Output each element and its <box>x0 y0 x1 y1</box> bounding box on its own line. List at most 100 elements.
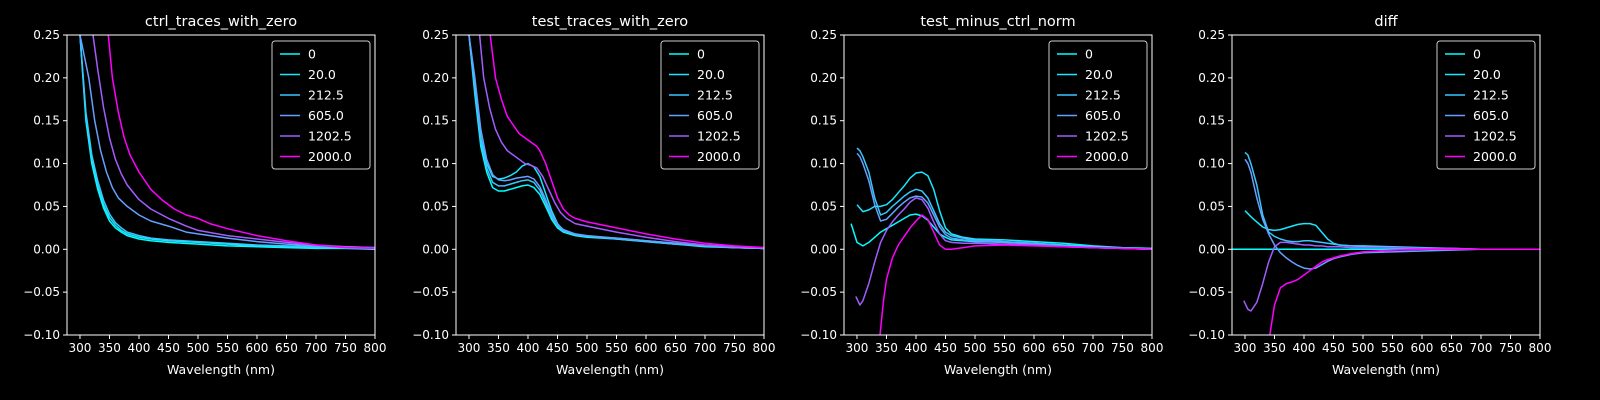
y-tick-label: 0.15 <box>1198 114 1225 128</box>
y-tick-label: 0.10 <box>1198 157 1225 171</box>
legend-box <box>660 40 760 170</box>
series-line-605-0 <box>79 35 375 249</box>
axes-frame <box>1231 34 1541 336</box>
x-axis-label: Wavelength (nm) <box>556 362 664 377</box>
x-tick-label: 600 <box>246 341 269 355</box>
x-tick-label: 400 <box>517 341 540 355</box>
legend-label: 212.5 <box>308 88 344 103</box>
series-line-1202-5 <box>855 197 1152 306</box>
x-tick-label: 700 <box>694 341 717 355</box>
y-tick-label: 0.00 <box>810 242 837 256</box>
legend: 0 20.0 212.5 605.0 1202.5 2000.0 <box>1048 40 1148 170</box>
y-tick-label: 0.20 <box>422 71 449 85</box>
y-tick-label: 0.20 <box>33 71 60 85</box>
x-tick-label: 800 <box>753 341 776 355</box>
legend: 0 20.0 212.5 605.0 1202.5 2000.0 <box>660 40 760 170</box>
axes-frame <box>66 34 376 336</box>
y-tick-label: 0.25 <box>810 28 837 42</box>
legend-label: 0 <box>308 47 316 62</box>
x-tick-label: 700 <box>1470 341 1493 355</box>
x-tick-label: 600 <box>1023 341 1046 355</box>
series-line-20-0 <box>79 35 375 250</box>
x-tick-label: 550 <box>605 341 628 355</box>
legend-label: 1202.5 <box>697 129 741 144</box>
x-tick-label: 650 <box>1052 341 1075 355</box>
y-tick-label: 0.00 <box>422 242 449 256</box>
x-tick-label: 650 <box>1440 341 1463 355</box>
legend-label: 0 <box>1473 47 1481 62</box>
series-line-1202-5 <box>478 35 764 249</box>
y-tick-label: 0.25 <box>1198 28 1225 42</box>
y-tick-label: −0.05 <box>412 285 449 299</box>
axes-frame <box>455 34 765 336</box>
y-tick-label: 0.15 <box>33 114 60 128</box>
x-tick-label: 300 <box>69 341 92 355</box>
x-tick-label: 700 <box>1082 341 1105 355</box>
x-tick-label: 800 <box>1529 341 1552 355</box>
x-tick-label: 500 <box>576 341 599 355</box>
chart-panel-1: ctrl_traces_with_zero 300 350 400 450 500 550 6… <box>23 14 386 377</box>
series-line-605-0 <box>856 152 1152 251</box>
series-group <box>79 35 375 251</box>
x-tick-label: 750 <box>723 341 746 355</box>
series-line-212-5 <box>79 35 375 250</box>
legend-label: 0 <box>697 47 705 62</box>
x-tick-label: 550 <box>216 341 239 355</box>
x-tick-label: 400 <box>128 341 151 355</box>
legend-label: 1202.5 <box>1473 129 1517 144</box>
legend-label: 605.0 <box>697 108 733 123</box>
y-tick-label: 0.05 <box>422 199 449 213</box>
series-line-1202-5 <box>92 35 375 249</box>
series-line-605-0 <box>468 35 764 250</box>
series-group <box>468 35 764 250</box>
legend-label: 605.0 <box>308 108 344 123</box>
y-tick-label: 0.10 <box>422 157 449 171</box>
legend-label: 20.0 <box>1085 67 1113 82</box>
series-line-1202-5 <box>1243 241 1540 312</box>
x-tick-label: 350 <box>875 341 898 355</box>
y-tick-label: 0.15 <box>422 114 449 128</box>
legend-label: 20.0 <box>697 67 725 82</box>
series-line-605-0 <box>1244 158 1540 270</box>
y-tick-label: −0.05 <box>1188 285 1225 299</box>
legend-label: 212.5 <box>1085 88 1121 103</box>
y-tick-label: 0.20 <box>1198 71 1225 85</box>
chart-panel-4: diff 300 350 400 450 500 550 600 650 700 750 800 −0.… <box>1188 14 1551 377</box>
x-tick-label: 600 <box>1411 341 1434 355</box>
legend-label: 605.0 <box>1473 108 1509 123</box>
legend-label: 2000.0 <box>1473 149 1517 164</box>
x-tick-label: 600 <box>635 341 658 355</box>
series-line-212-5 <box>856 147 1152 251</box>
x-tick-label: 700 <box>305 341 328 355</box>
legend-label: 605.0 <box>1085 108 1121 123</box>
y-tick-label: 0.25 <box>422 28 449 42</box>
x-tick-label: 350 <box>1263 341 1286 355</box>
x-tick-label: 500 <box>187 341 210 355</box>
x-tick-label: 800 <box>364 341 387 355</box>
y-tick-label: 0.05 <box>33 199 60 213</box>
chart-panel-2: test_traces_with_zero 300 350 400 450 500 550 6… <box>412 14 775 377</box>
x-tick-label: 500 <box>964 341 987 355</box>
legend-box <box>271 40 371 170</box>
chart-title: test_traces_with_zero <box>532 14 689 30</box>
legend-label: 1202.5 <box>1085 129 1129 144</box>
legend-label: 20.0 <box>308 67 336 82</box>
x-tick-label: 550 <box>1381 341 1404 355</box>
legend-label: 212.5 <box>1473 88 1509 103</box>
y-tick-label: −0.10 <box>23 328 60 342</box>
series-group <box>850 147 1152 335</box>
x-tick-label: 650 <box>664 341 687 355</box>
legend-label: 1202.5 <box>308 129 352 144</box>
x-tick-label: 800 <box>1141 341 1164 355</box>
x-tick-label: 750 <box>1111 341 1134 355</box>
legend-label: 2000.0 <box>308 149 352 164</box>
x-tick-label: 300 <box>1234 341 1257 355</box>
legend-label: 20.0 <box>1473 67 1501 82</box>
x-tick-label: 550 <box>993 341 1016 355</box>
series-line-20-0 <box>1244 210 1540 251</box>
legend-label: 2000.0 <box>1085 149 1129 164</box>
series-line-212-5 <box>468 35 764 250</box>
x-tick-label: 350 <box>98 341 121 355</box>
legend-label: 0 <box>1085 47 1093 62</box>
